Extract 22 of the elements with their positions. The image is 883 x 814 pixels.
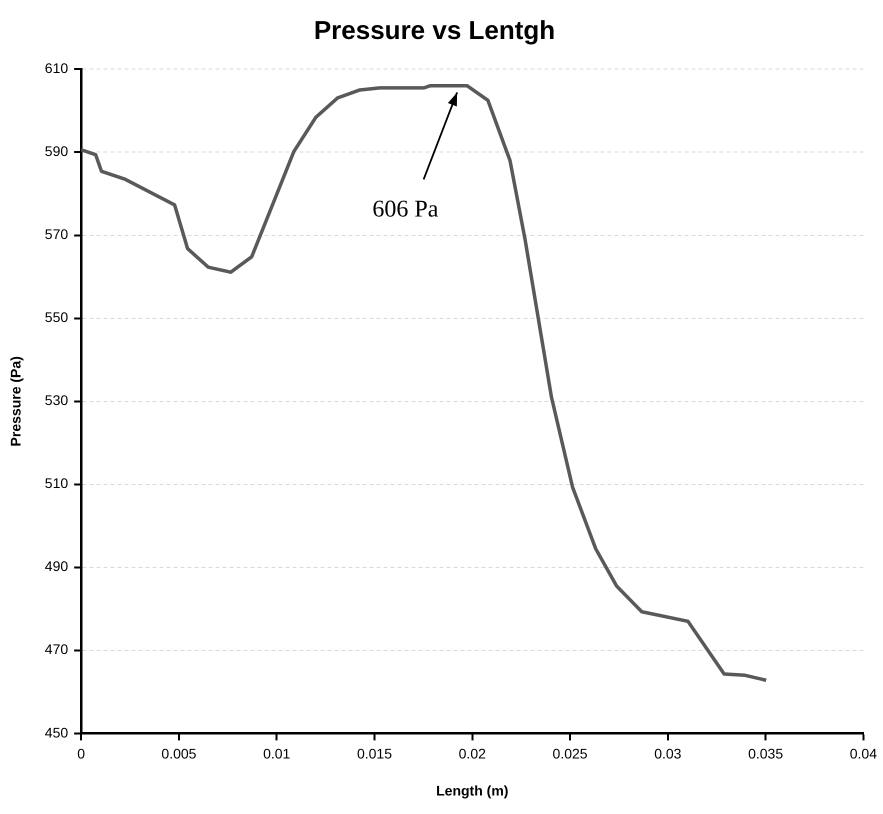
x-tick-label: 0 [77, 746, 86, 762]
y-tick-label: 470 [44, 641, 68, 658]
y-tick-label: 610 [44, 60, 68, 76]
y-tick-label: 510 [44, 475, 68, 492]
x-tick-label: 0.015 [356, 746, 392, 762]
y-tick-label: 490 [44, 558, 68, 574]
y-axis-title: Pressure (Pa) [7, 356, 24, 446]
y-tick-label: 590 [44, 143, 68, 160]
y-tick-label: 530 [44, 392, 68, 408]
chart-title: Pressure vs Lentgh [314, 14, 556, 45]
y-tick-label: 570 [44, 226, 68, 242]
x-tick-label: 0.005 [161, 746, 197, 762]
x-tick-label: 0.025 [552, 746, 588, 762]
x-tick-label: 0.035 [748, 746, 784, 762]
x-tick-label: 0.02 [458, 746, 486, 762]
x-axis-title: Length (m) [436, 782, 508, 798]
annotation: 606 Pa [372, 196, 439, 222]
x-tick-label: 0.04 [850, 746, 878, 762]
y-tick-label: 550 [44, 309, 68, 326]
y-tick-label: 450 [44, 724, 68, 740]
x-tick-label: 0.01 [263, 746, 291, 762]
x-tick-label: 0.03 [654, 746, 682, 762]
